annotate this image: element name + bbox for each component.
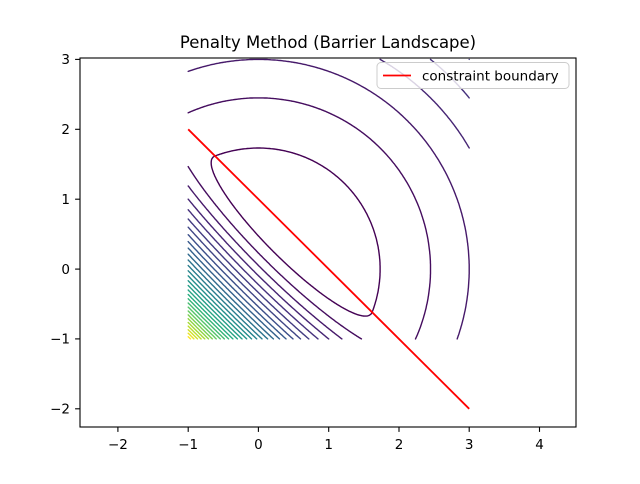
x-tick-label: 1 — [324, 437, 333, 453]
y-axis-ticks: −2 −1 0 1 2 3 — [50, 52, 80, 418]
x-tick-label: 3 — [465, 437, 474, 453]
contour-level-path — [210, 147, 381, 317]
contour-level-path — [187, 314, 213, 340]
y-tick-label: −1 — [50, 332, 70, 348]
x-tick-label: 4 — [535, 437, 544, 453]
contour-level-path — [187, 58, 470, 340]
contour-level-path — [187, 234, 294, 340]
legend-label: constraint boundary — [422, 69, 559, 85]
legend-box — [376, 62, 570, 89]
contour-level-path — [187, 336, 192, 340]
contour-level-path — [187, 247, 281, 340]
legend: constraint boundary — [376, 62, 570, 89]
y-tick-label: 2 — [61, 122, 70, 138]
contour-level-path — [187, 306, 221, 340]
contour-level-path — [187, 280, 248, 340]
chart-title: Penalty Method (Barrier Landscape) — [180, 33, 476, 52]
y-tick-label: 3 — [61, 52, 70, 68]
contour-level-path — [187, 298, 230, 340]
x-tick-label: −2 — [108, 437, 128, 453]
contour-level-path — [187, 318, 210, 340]
y-tick-label: 0 — [61, 262, 70, 278]
contour-lines — [187, 58, 470, 340]
contour-level-path — [187, 253, 275, 340]
contour-level-path — [187, 97, 432, 340]
contour-level-path — [187, 240, 287, 340]
contour-level-path — [187, 325, 202, 340]
constraint-boundary-line — [187, 128, 470, 410]
axes-frame — [79, 57, 577, 428]
contour-level-path — [187, 289, 239, 340]
contour-level-path — [187, 293, 234, 340]
x-tick-label: 2 — [395, 437, 404, 453]
contour-level-path — [187, 321, 206, 340]
y-tick-label: 1 — [61, 192, 70, 208]
contour-level-path — [187, 332, 195, 340]
contour-level-path — [187, 264, 263, 340]
contour-level-path — [187, 270, 258, 340]
contour-level-path — [187, 58, 470, 340]
contour-level-path — [187, 259, 269, 340]
contour-level-path — [187, 284, 243, 340]
x-tick-label: 0 — [254, 437, 263, 453]
contour-level-path — [187, 329, 199, 340]
contour-level-path — [187, 310, 217, 340]
y-tick-label: −2 — [50, 402, 70, 418]
x-tick-label: −1 — [178, 437, 198, 453]
contour-level-path — [187, 226, 302, 340]
contour-level-path — [187, 302, 226, 340]
x-axis-ticks: −2 −1 0 1 2 3 4 — [108, 427, 544, 453]
contour-level-path — [187, 275, 253, 340]
